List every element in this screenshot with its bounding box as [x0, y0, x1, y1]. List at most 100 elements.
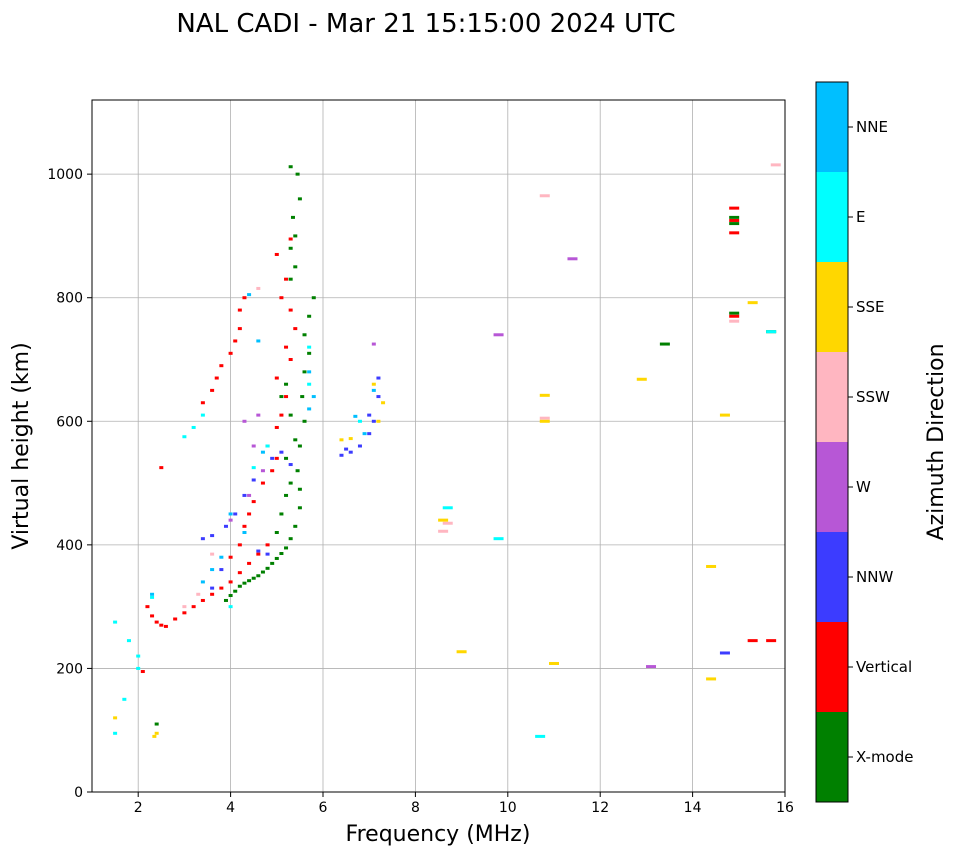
data-point [438, 518, 449, 522]
x-tick-label: 2 [134, 800, 143, 816]
data-point [302, 419, 307, 423]
data-point [265, 444, 270, 448]
data-point [274, 531, 279, 534]
data-point [284, 456, 289, 460]
data-point [237, 308, 242, 312]
data-point [297, 444, 302, 448]
data-point [307, 345, 312, 349]
data-point [242, 296, 247, 300]
data-point [307, 382, 312, 386]
data-point [260, 450, 265, 454]
data-point [279, 296, 284, 300]
colorbar-tick-label: Vertical [856, 658, 912, 676]
data-point [196, 592, 201, 596]
data-point [200, 401, 205, 405]
colorbar-tick-label: X-mode [856, 748, 913, 766]
x-tick-label: 14 [684, 800, 702, 816]
data-point [357, 419, 362, 423]
data-point [219, 568, 224, 572]
data-point [284, 546, 289, 550]
data-point [766, 330, 777, 334]
data-point [145, 605, 150, 609]
data-point [270, 561, 275, 565]
data-point [228, 605, 233, 609]
data-point [274, 556, 279, 560]
colorbar-tick-label: NNE [856, 118, 888, 136]
data-point [242, 524, 247, 528]
data-point [295, 469, 300, 473]
data-point [567, 257, 578, 261]
data-point [200, 580, 205, 584]
data-point [293, 234, 298, 238]
data-point [233, 339, 238, 343]
data-point [288, 537, 293, 541]
data-point [228, 518, 233, 522]
data-point [279, 395, 284, 399]
data-point [251, 500, 256, 504]
data-point [210, 592, 215, 596]
grid-lines [92, 100, 786, 793]
x-tick-label: 4 [226, 800, 235, 816]
data-point [456, 650, 467, 654]
data-point [237, 584, 242, 588]
data-point [307, 351, 312, 355]
colorbar-tick-label: NNW [856, 568, 893, 586]
x-tick-label: 16 [776, 800, 794, 816]
data-point [113, 716, 118, 720]
colorbar-tick-label: SSW [856, 388, 890, 406]
data-point [274, 456, 279, 460]
data-point [311, 296, 316, 300]
y-tick-label: 400 [56, 538, 83, 554]
data-point [371, 382, 376, 386]
data-point [200, 537, 205, 541]
data-point [247, 293, 252, 297]
data-point [297, 197, 302, 201]
data-point [200, 413, 205, 417]
data-point [307, 370, 312, 374]
data-point [191, 425, 196, 429]
data-point [270, 469, 275, 473]
data-point [242, 493, 247, 497]
data-point [251, 478, 256, 482]
data-point [706, 677, 717, 681]
data-point [136, 654, 141, 658]
data-point [154, 731, 159, 735]
data-point [210, 552, 215, 556]
data-point [279, 413, 284, 417]
data-point [729, 215, 740, 219]
data-point [297, 506, 302, 510]
data-point [539, 416, 550, 420]
data-point [159, 623, 164, 627]
data-point [288, 413, 293, 417]
data-point [136, 666, 141, 670]
colorbar-segment [816, 532, 848, 622]
data-point [219, 555, 224, 559]
data-point [747, 639, 758, 643]
colorbar-segment [816, 622, 848, 712]
data-point [210, 568, 215, 572]
data-point [300, 395, 305, 399]
data-point [191, 605, 196, 609]
y-axis-label: Virtual height (km) [9, 342, 34, 549]
data-point [228, 555, 233, 559]
data-point [770, 163, 781, 167]
data-point [339, 438, 344, 442]
x-tick-label: 10 [499, 800, 517, 816]
data-point [237, 327, 242, 331]
data-point [307, 407, 312, 411]
data-point [344, 447, 349, 451]
data-point [302, 370, 307, 374]
data-point [182, 605, 187, 609]
data-point [247, 561, 252, 565]
data-point [154, 620, 159, 624]
data-point [223, 524, 228, 528]
y-tick-label: 600 [56, 414, 83, 430]
colorbar: X-mode Vertical NNW W SSW SSE E NNE [815, 81, 913, 803]
data-point [288, 246, 293, 250]
data-point [659, 342, 670, 346]
data-point [729, 222, 740, 226]
colorbar-segment [816, 82, 848, 172]
data-point [719, 651, 730, 655]
data-point [260, 481, 265, 485]
data-point [247, 512, 252, 516]
